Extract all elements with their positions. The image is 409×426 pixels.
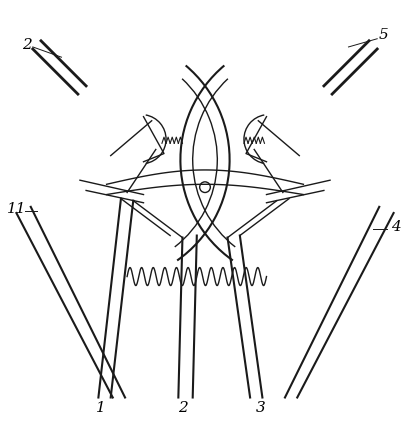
Text: 5: 5 [378,28,387,42]
Text: 3: 3 [255,401,265,415]
Text: 1: 1 [95,401,105,415]
Text: 2: 2 [177,401,187,415]
Text: 11: 11 [7,202,26,216]
Text: 4: 4 [390,220,400,234]
Text: 2: 2 [22,38,31,52]
